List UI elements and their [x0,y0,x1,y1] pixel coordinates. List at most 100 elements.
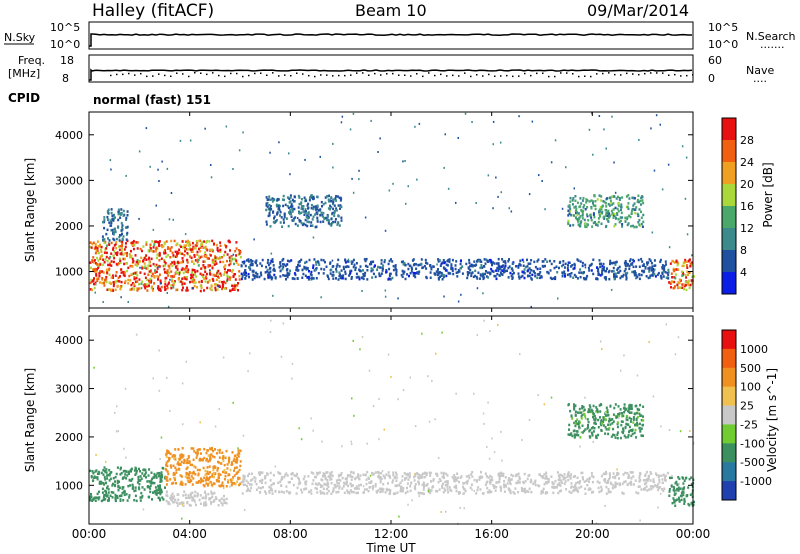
echo-cell [175,468,178,472]
echo-cell [95,453,97,456]
echo-cell [610,209,613,213]
echo-cell [601,272,603,275]
echo-cell [425,484,428,487]
echo-cell [267,271,270,275]
echo-cell [166,271,168,274]
echo-cell [265,196,268,199]
echo-cell [312,266,315,269]
echo-cell [670,476,673,479]
echo-cell [556,471,559,474]
echo-cell [284,264,287,268]
echo-cell [592,440,594,443]
echo-cell [208,279,211,282]
echo-cell [218,499,221,502]
echo-cell [418,495,420,498]
echo-cell [612,413,615,416]
echo-cell [408,475,411,478]
echo-cell [418,482,420,486]
echo-cell [185,289,188,292]
echo-cell [114,497,117,500]
echo-cell [672,497,675,500]
echo-cell [116,466,119,469]
echo-cell [333,484,336,487]
echo-cell [113,256,116,260]
echo-cell [184,246,186,249]
echo-cell [241,275,244,278]
echo-cell [214,254,216,258]
echo-cell [125,242,127,245]
echo-cell [614,215,616,218]
echo-cell [651,485,654,488]
echo-cell [608,472,611,475]
echo-cell [605,428,608,431]
echo-cell [642,419,645,422]
echo-cell [155,246,158,249]
echo-cell [100,482,102,485]
echo-cell [114,216,116,219]
echo-cell [618,198,621,202]
echo-cell [170,495,173,499]
echo-cell [559,473,562,477]
echo-cell [367,489,370,493]
echo-cell [108,267,111,271]
echo-cell [330,477,333,481]
echo-cell [350,440,352,443]
echo-cell [94,470,97,473]
echo-cell [312,472,315,475]
echo-cell [547,480,550,483]
echo-cell [196,449,199,452]
echo-cell [110,264,113,267]
echo-cell [204,473,207,476]
echo-cell [112,218,114,221]
echo-cell [270,208,273,211]
echo-cell [362,473,365,476]
echo-cell [679,430,682,433]
echo-cell [166,490,168,493]
echo-cell [332,265,335,268]
echo-cell [338,271,341,274]
echo-cell [397,297,399,300]
echo-cell [93,268,95,271]
echo-cell [572,223,575,227]
echo-cell [226,259,228,263]
echo-cell [533,260,536,264]
echo-cell [167,451,170,454]
echo-cell [626,217,629,221]
echo-cell [624,220,627,223]
echo-cell [450,267,453,271]
echo-cell [346,265,349,268]
echo-cell [317,472,320,475]
echo-cell [182,461,185,465]
echo-cell [204,491,207,494]
echo-cell [172,282,175,286]
echo-cell [199,272,202,276]
echo-cell [111,496,114,499]
echo-cell [196,242,199,246]
echo-cell [624,216,627,220]
echo-cell [125,216,128,220]
echo-cell [186,251,189,255]
echo-cell [211,475,214,478]
echo-cell [269,205,272,208]
echo-cell [126,214,129,217]
echo-cell [426,482,429,486]
echo-cell [159,492,162,496]
echo-cell [399,489,402,493]
echo-cell [503,483,506,487]
echo-cell [261,258,264,262]
echo-cell [372,488,374,491]
echo-cell [645,275,648,278]
colorbar-segment [722,367,736,388]
echo-cell [269,486,272,490]
echo-cell [119,287,122,291]
echo-cell [129,255,132,259]
echo-cell [365,257,368,261]
echo-cell [617,217,620,221]
echo-cell [545,481,548,485]
echo-cell [570,432,572,436]
echo-cell [542,487,545,491]
echo-cell [541,260,544,263]
echo-cell [158,240,161,243]
echo-cell [230,461,233,464]
echo-cell [597,418,600,422]
